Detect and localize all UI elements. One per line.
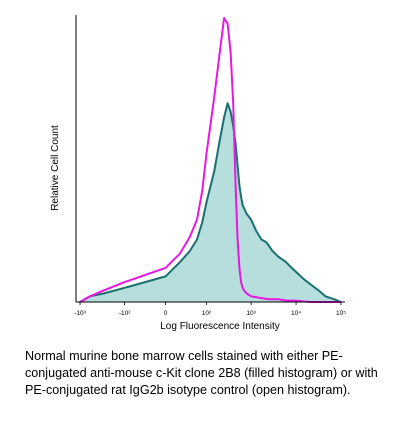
x-tick-label: 10⁵ xyxy=(336,310,346,317)
filled-histogram-outline xyxy=(79,102,342,303)
x-axis-ticks: -10³ -10² 0 10² 10³ 10⁴ 10⁵ xyxy=(74,302,346,317)
open-histogram-line xyxy=(79,17,341,303)
x-tick-label: 0 xyxy=(164,310,168,317)
histogram-chart: -10³ -10² 0 10² 10³ 10⁴ 10⁵ Log Fluorescence I… xyxy=(50,15,346,332)
x-tick-label: 10³ xyxy=(246,310,256,317)
filled-histogram-area xyxy=(80,103,341,302)
x-tick-label: 10⁴ xyxy=(291,310,301,317)
x-axis-label: Log Fluorescence Intensity xyxy=(160,321,280,332)
x-tick-label: -10² xyxy=(119,310,131,317)
x-tick-label: -10³ xyxy=(74,310,86,317)
axes xyxy=(75,15,345,303)
figure-caption: Normal murine bone marrow cells stained … xyxy=(25,349,378,397)
y-axis-label: Relative Cell Count xyxy=(50,125,61,211)
x-tick-label: 10² xyxy=(202,310,212,317)
plot-area xyxy=(79,17,342,303)
